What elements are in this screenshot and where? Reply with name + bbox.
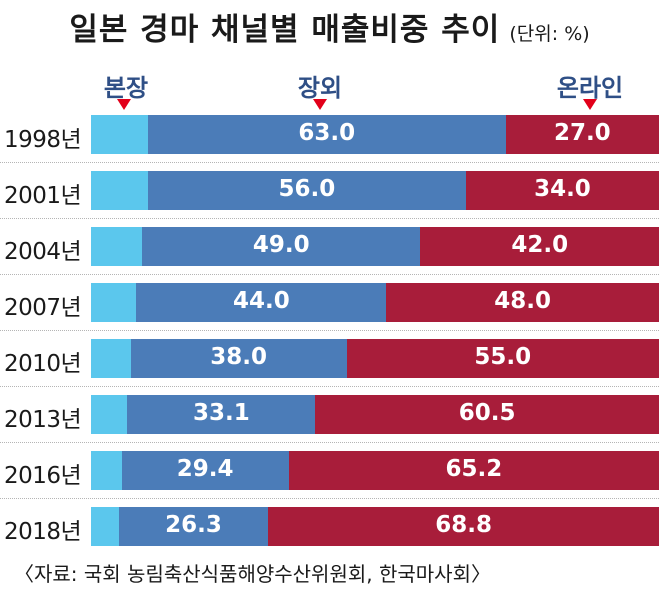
bar-segment-store [91, 395, 128, 434]
year-label: 2018년 [4, 519, 82, 545]
legend-online: 온라인 [556, 74, 624, 102]
unit-label: (단위: %) [509, 23, 590, 45]
bar-segment-online [288, 451, 659, 490]
legend-store-arrow-icon [117, 99, 131, 110]
data-label-online: 60.5 [458, 400, 516, 426]
chart-title-area: 일본 경마 채널별 매출비중 추이 (단위: %) [0, 4, 659, 49]
row-divider [0, 162, 659, 163]
row-divider [0, 274, 659, 275]
bar-segment-store [91, 115, 148, 154]
legend-venue-arrow-icon [313, 99, 327, 110]
bar-segment-venue [130, 339, 347, 378]
data-label-venue: 33.1 [192, 400, 250, 426]
data-label-online: 27.0 [553, 120, 611, 146]
bar-segment-venue [121, 451, 289, 490]
bar-segment-venue [127, 395, 316, 434]
row-divider [0, 386, 659, 387]
data-label-venue: 56.0 [278, 176, 336, 202]
data-label-venue: 38.0 [210, 344, 268, 370]
row-divider [0, 498, 659, 499]
bar-segment-store [91, 339, 131, 378]
bar-segment-store [91, 507, 119, 546]
data-label-online: 42.0 [511, 232, 569, 258]
legend-store: 본장 [103, 74, 149, 102]
bar-segment-online [346, 339, 659, 378]
bar-segment-venue [142, 227, 421, 266]
year-label: 2010년 [4, 351, 82, 377]
row-divider [0, 218, 659, 219]
year-label: 2007년 [4, 295, 82, 321]
data-label-online: 48.0 [494, 288, 552, 314]
bar-segment-store [91, 283, 137, 322]
bar-segment-online [505, 115, 659, 154]
bar-segment-store [91, 227, 143, 266]
bar-segment-store [91, 451, 122, 490]
bar-segment-venue [118, 507, 269, 546]
year-label: 2004년 [4, 239, 82, 265]
data-label-online: 34.0 [534, 176, 591, 202]
source-note: 〈자료: 국회 농림축산식품해양수산위원회, 한국마사회〉 [14, 562, 491, 586]
bar-segment-venue [147, 171, 466, 210]
data-label-online: 68.8 [435, 512, 492, 538]
bar-segment-online [465, 171, 659, 210]
data-label-venue: 26.3 [165, 512, 222, 538]
data-label-online: 65.2 [445, 456, 503, 482]
bar-segment-online [315, 395, 659, 434]
year-label: 2013년 [4, 407, 82, 433]
bar-segment-online [268, 507, 659, 546]
data-label-venue: 63.0 [298, 120, 356, 146]
legend-online-arrow-icon [583, 99, 597, 110]
bar-segment-venue [136, 283, 387, 322]
row-divider [0, 442, 659, 443]
data-label-online: 55.0 [474, 344, 532, 370]
bar-segment-venue [147, 115, 506, 154]
row-divider [0, 330, 659, 331]
legend-venue: 장외 [297, 74, 343, 102]
data-label-venue: 44.0 [233, 288, 290, 314]
year-label: 1998년 [4, 127, 82, 153]
year-label: 2016년 [4, 463, 82, 489]
year-label: 2001년 [4, 183, 82, 209]
bar-segment-online [420, 227, 659, 266]
data-label-venue: 29.4 [176, 456, 234, 482]
chart-title: 일본 경마 채널별 매출비중 추이 [69, 12, 501, 48]
bar-segment-store [91, 171, 148, 210]
data-label-venue: 49.0 [252, 232, 310, 258]
bar-segment-online [386, 283, 659, 322]
